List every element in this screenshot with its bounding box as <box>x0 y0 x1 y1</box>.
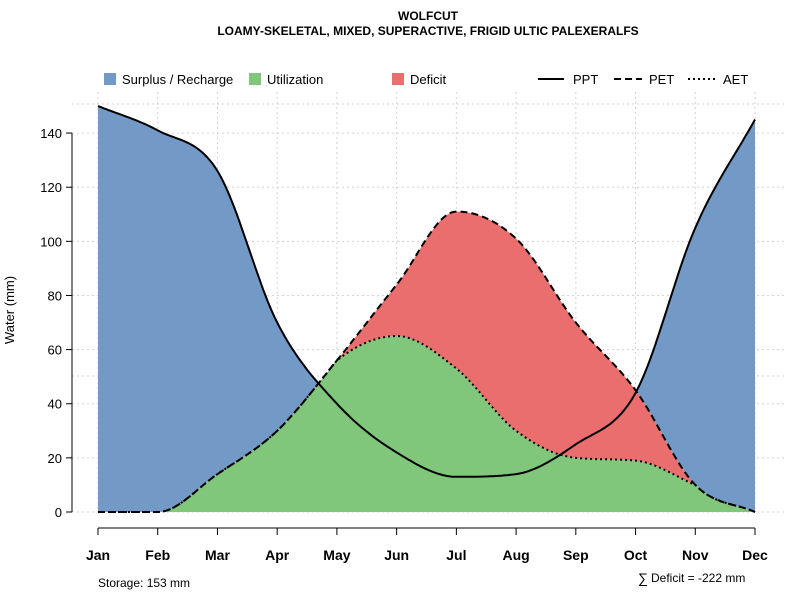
y-tick-label: 60 <box>48 343 62 358</box>
y-tick-label: 100 <box>40 234 62 249</box>
sum-symbol: ∑ <box>638 570 648 586</box>
legend-label-aet: AET <box>723 72 748 87</box>
storage-note: Storage: 153 mm <box>98 576 190 590</box>
x-tick-label-jul: Jul <box>446 547 466 563</box>
x-tick-label-jan: Jan <box>86 547 110 563</box>
x-tick-label-oct: Oct <box>624 547 648 563</box>
ppt-line <box>97 105 756 478</box>
y-tick-label: 0 <box>55 505 62 520</box>
y-axis-label: Water (mm) <box>2 276 17 344</box>
deficit-area <box>98 211 755 512</box>
y-tick-label: 20 <box>48 451 62 466</box>
legend-swatch-surplus <box>104 73 116 85</box>
legend-label-surplus: Surplus / Recharge <box>122 72 233 87</box>
legend-label-ppt: PPT <box>573 72 598 87</box>
x-tick-label-mar: Mar <box>205 547 230 563</box>
x-tick-label-feb: Feb <box>145 547 170 563</box>
y-tick-label: 140 <box>40 126 62 141</box>
utilization-area <box>98 336 755 512</box>
x-tick-label-apr: Apr <box>265 547 290 563</box>
y-tick-label: 120 <box>40 180 62 195</box>
x-tick-label-sep: Sep <box>563 547 589 563</box>
x-tick-label-dec: Dec <box>742 547 768 563</box>
surplus-recharge-area <box>98 106 755 512</box>
legend-label-utilization: Utilization <box>267 72 323 87</box>
y-tick-label: 80 <box>48 288 62 303</box>
legend-label-pet: PET <box>649 72 674 87</box>
chart-subtitle: LOAMY-SKELETAL, MIXED, SUPERACTIVE, FRIG… <box>217 24 638 38</box>
legend: Surplus / Recharge Utilization Deficit P… <box>104 72 748 87</box>
x-tick-label-may: May <box>323 547 350 563</box>
x-tick-label-jun: Jun <box>384 547 409 563</box>
y-tick-label: 40 <box>48 397 62 412</box>
axes: 0 20 40 60 80 100 120 140 Jan Feb Mar Apr May Jun Jul A… <box>40 126 768 563</box>
series-lines <box>97 105 756 513</box>
chart-title: WOLFCUT <box>398 9 459 23</box>
deficit-note: Deficit = -222 mm <box>651 571 745 585</box>
aet-line <box>98 335 756 513</box>
x-tick-label-aug: Aug <box>502 547 529 563</box>
x-tick-label-nov: Nov <box>682 547 709 563</box>
legend-swatch-utilization <box>249 73 261 85</box>
area-fills <box>98 106 755 512</box>
legend-swatch-deficit <box>392 73 404 85</box>
legend-label-deficit: Deficit <box>410 72 447 87</box>
